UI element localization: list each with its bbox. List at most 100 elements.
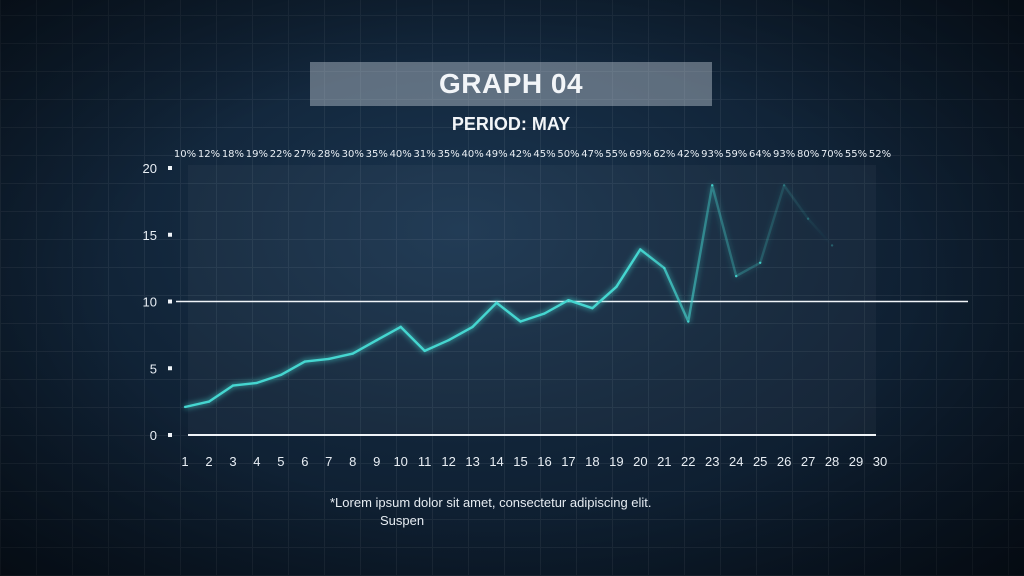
x-tick-label: 8 <box>349 454 356 469</box>
percent-label: 42% <box>509 149 531 160</box>
x-tick-label: 24 <box>729 454 743 469</box>
y-tick-label: 10 <box>143 295 157 310</box>
y-tick-mark <box>168 366 172 371</box>
percent-label: 55% <box>845 149 867 160</box>
percent-label: 30% <box>342 149 364 160</box>
percent-label: 18% <box>222 149 244 160</box>
data-point <box>183 405 187 409</box>
y-tick-label: 20 <box>143 161 157 176</box>
percent-label: 93% <box>773 149 795 160</box>
x-tick-label: 27 <box>801 454 815 469</box>
data-point <box>399 325 402 329</box>
data-point <box>255 381 259 385</box>
percent-label: 45% <box>533 149 555 160</box>
x-tick-label: 17 <box>561 454 575 469</box>
data-point <box>471 325 474 329</box>
percent-label: 35% <box>438 149 460 160</box>
data-point <box>375 339 378 342</box>
y-tick-label: 0 <box>150 428 157 443</box>
x-tick-label: 10 <box>393 454 407 469</box>
chart-subtitle: PERIOD: MAY <box>451 114 571 134</box>
footnote-line-1: *Lorem ipsum dolor sit amet, consectetur… <box>330 495 652 510</box>
data-point <box>351 352 354 355</box>
data-point <box>711 184 714 187</box>
x-tick-label: 15 <box>513 454 527 469</box>
data-point <box>687 320 690 323</box>
x-tick-label: 22 <box>681 454 695 469</box>
x-tick-label: 18 <box>585 454 599 469</box>
x-tick-label: 7 <box>325 454 332 469</box>
percent-label: 50% <box>557 149 579 160</box>
percent-label: 28% <box>318 149 340 160</box>
x-tick-label: 9 <box>373 454 380 469</box>
x-tick-label: 20 <box>633 454 647 469</box>
percent-label: 62% <box>653 149 675 160</box>
data-point <box>806 217 810 220</box>
data-point <box>567 298 570 302</box>
data-point <box>735 274 738 278</box>
percent-label: 49% <box>485 149 507 160</box>
percent-label: 31% <box>414 149 436 160</box>
percent-label: 10% <box>174 149 196 160</box>
plot-area <box>188 165 876 435</box>
percent-label: 40% <box>461 149 483 160</box>
percent-label: 27% <box>294 149 316 160</box>
y-tick-label: 5 <box>150 361 157 376</box>
y-tick-mark <box>168 166 172 170</box>
percent-label: 47% <box>581 149 603 160</box>
footnote-line-2: Suspen <box>380 513 425 528</box>
data-point <box>303 360 307 363</box>
footnote: *Lorem ipsum dolor sit amet, consectetur… <box>330 494 700 530</box>
data-point <box>495 301 498 305</box>
percent-label: 19% <box>246 149 268 160</box>
x-tick-label: 3 <box>229 454 236 469</box>
data-point <box>782 184 786 187</box>
y-tick-mark <box>168 232 172 237</box>
percent-label: 55% <box>605 149 627 160</box>
percent-label: 80% <box>797 149 819 160</box>
percent-label: 42% <box>677 149 699 160</box>
x-tick-label: 5 <box>277 454 284 469</box>
percent-label: 59% <box>725 149 747 160</box>
data-point <box>543 312 546 315</box>
data-point <box>327 357 330 361</box>
data-point <box>231 384 235 387</box>
percent-label: 93% <box>701 149 723 160</box>
x-tick-label: 16 <box>537 454 551 469</box>
y-tick-label: 15 <box>143 228 157 243</box>
y-tick-mark <box>168 433 172 437</box>
x-tick-label: 26 <box>777 454 791 469</box>
percent-label: 64% <box>749 149 771 160</box>
x-tick-label: 21 <box>657 454 671 469</box>
x-tick-label: 29 <box>849 454 863 469</box>
series-line <box>184 184 833 409</box>
percent-label: 35% <box>366 149 388 160</box>
x-tick-label: 12 <box>441 454 455 469</box>
data-point <box>830 244 834 247</box>
x-tick-label: 13 <box>465 454 479 469</box>
x-tick-label: 11 <box>418 454 432 469</box>
x-tick-label: 1 <box>181 454 188 469</box>
data-point <box>591 306 594 310</box>
chart-title: GRAPH 04 <box>438 68 584 99</box>
x-tick-label: 25 <box>753 454 767 469</box>
data-point <box>447 339 450 342</box>
x-tick-label: 2 <box>205 454 212 469</box>
x-tick-label: 19 <box>609 454 623 469</box>
data-point <box>207 400 211 403</box>
data-point <box>423 349 426 353</box>
x-tick-label: 30 <box>873 454 887 469</box>
x-tick-label: 4 <box>253 454 260 469</box>
data-point <box>615 285 618 289</box>
percent-label: 69% <box>629 149 651 160</box>
percent-label: 40% <box>390 149 412 160</box>
data-point <box>519 320 522 323</box>
percent-label: 12% <box>198 149 220 160</box>
x-tick-label: 23 <box>705 454 719 469</box>
x-tick-label: 6 <box>301 454 308 469</box>
data-point <box>758 261 762 264</box>
